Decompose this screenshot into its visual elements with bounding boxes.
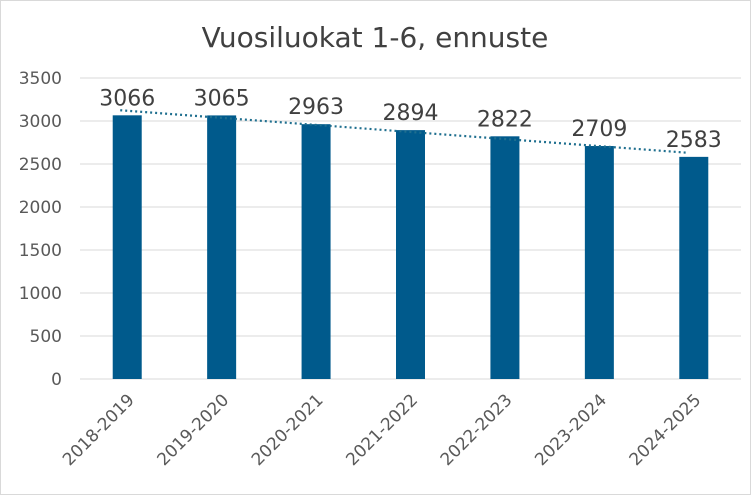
y-tick-label: 0 (51, 370, 62, 390)
bar (396, 130, 425, 379)
y-tick-label: 3000 (19, 112, 62, 132)
data-label: 2709 (571, 117, 627, 142)
bars (112, 115, 709, 379)
y-tick-label: 3500 (19, 69, 62, 89)
chart-title: Vuosiluokat 1-6, ennuste (202, 21, 549, 54)
y-tick-label: 1000 (19, 284, 62, 304)
bar (207, 115, 237, 379)
bar (301, 124, 331, 379)
x-tick-label: 2019-2020 (154, 390, 234, 470)
data-labels: 3066 3065 2963 2894 2822 2709 2583 (99, 86, 722, 153)
bar (112, 115, 142, 379)
y-tick-label: 1500 (19, 241, 62, 261)
data-label: 2822 (477, 107, 533, 132)
x-tick-label: 2023-2024 (531, 390, 611, 470)
x-tick-label: 2022-2023 (437, 390, 517, 470)
x-axis-tick-labels: 2018-2019 2019-2020 2020-2021 2021-2022 2022… (59, 390, 705, 470)
x-tick-label: 2020-2021 (248, 390, 328, 470)
x-tick-label: 2021-2022 (342, 390, 422, 470)
x-tick-label: 2018-2019 (59, 390, 139, 470)
x-tick-label: 2024-2025 (626, 390, 706, 470)
y-tick-label: 2000 (19, 198, 62, 218)
y-tick-label: 500 (30, 327, 62, 347)
y-axis-tick-labels: 0 500 1000 1500 2000 2500 3000 3500 (19, 69, 62, 390)
data-label: 3066 (99, 86, 155, 111)
bar (490, 136, 520, 379)
y-tick-label: 2500 (19, 155, 62, 175)
data-label: 2894 (383, 101, 439, 126)
bar (679, 156, 709, 379)
data-label: 2963 (288, 95, 344, 120)
bar (584, 146, 614, 379)
data-label: 2583 (666, 128, 722, 153)
data-label: 3065 (194, 86, 250, 111)
